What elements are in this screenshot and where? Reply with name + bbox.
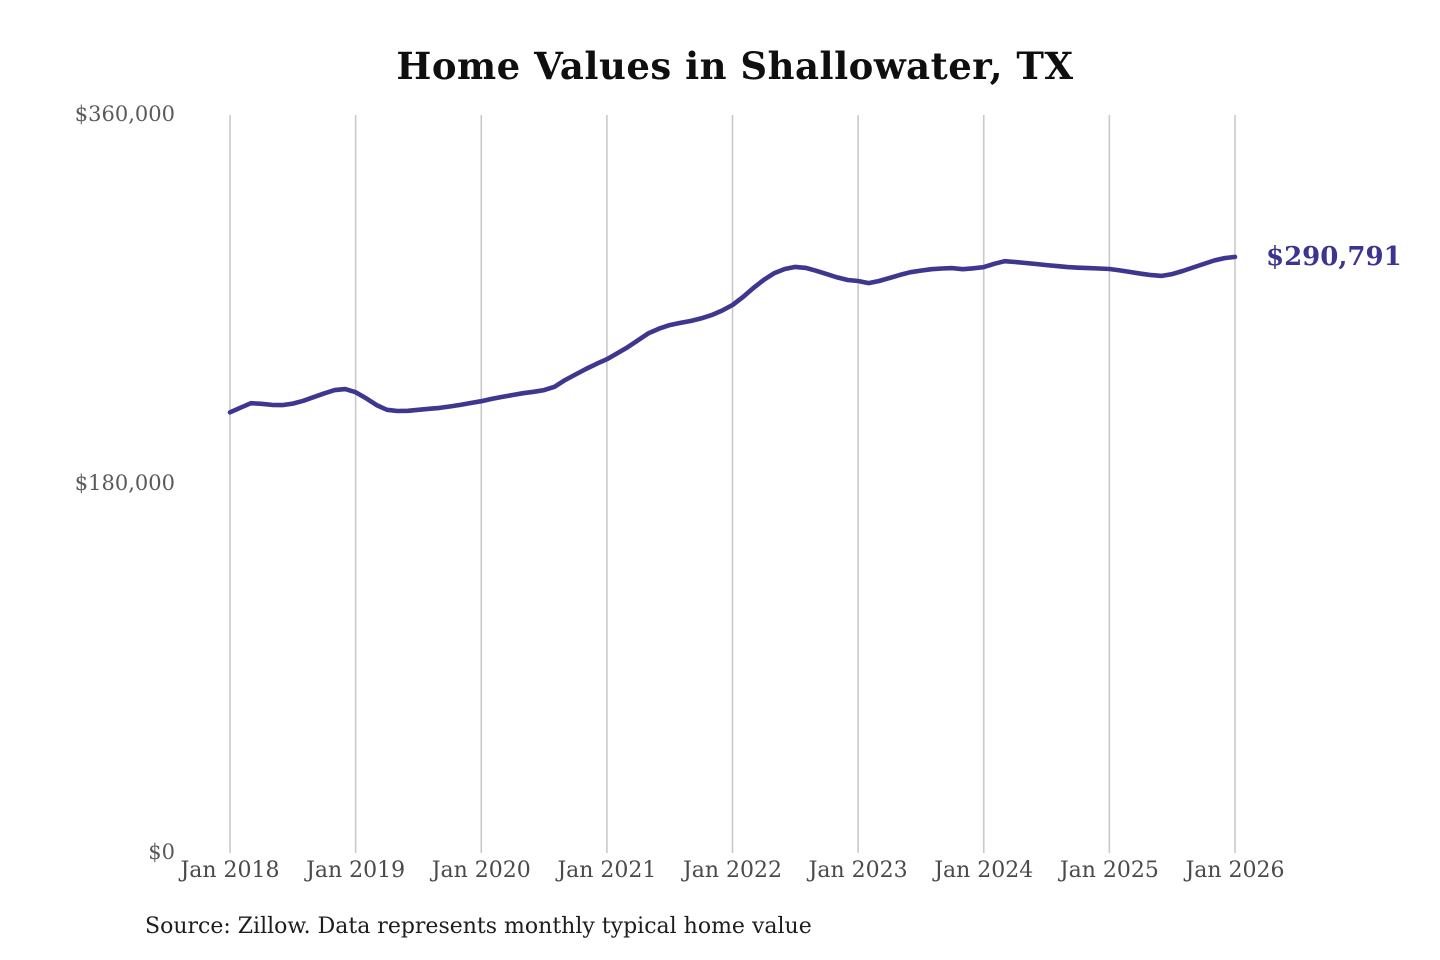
y-axis-label-0: $0 (148, 840, 175, 864)
y-axis-label-360000: $360,000 (74, 102, 175, 126)
x-axis-label: Jan 2024 (934, 858, 1034, 883)
chart-title: Home Values in Shallowater, TX (396, 44, 1074, 88)
x-axis-label: Jan 2023 (808, 858, 908, 883)
source-note: Source: Zillow. Data represents monthly … (145, 914, 812, 939)
x-axis-label: Jan 2019 (306, 858, 406, 883)
x-axis-label: Jan 2020 (431, 858, 531, 883)
home-value-line (227, 254, 1238, 415)
x-axis-label: Jan 2022 (682, 858, 783, 883)
x-axis-label: Jan 2025 (1059, 858, 1159, 883)
x-axis-label: Jan 2018 (180, 858, 280, 883)
y-axis-label-180000: $180,000 (74, 471, 175, 495)
latest-value-label: $290,791 (1266, 242, 1402, 272)
x-axis-label: Jan 2026 (1185, 858, 1285, 883)
x-axis-label: Jan 2021 (557, 858, 657, 883)
